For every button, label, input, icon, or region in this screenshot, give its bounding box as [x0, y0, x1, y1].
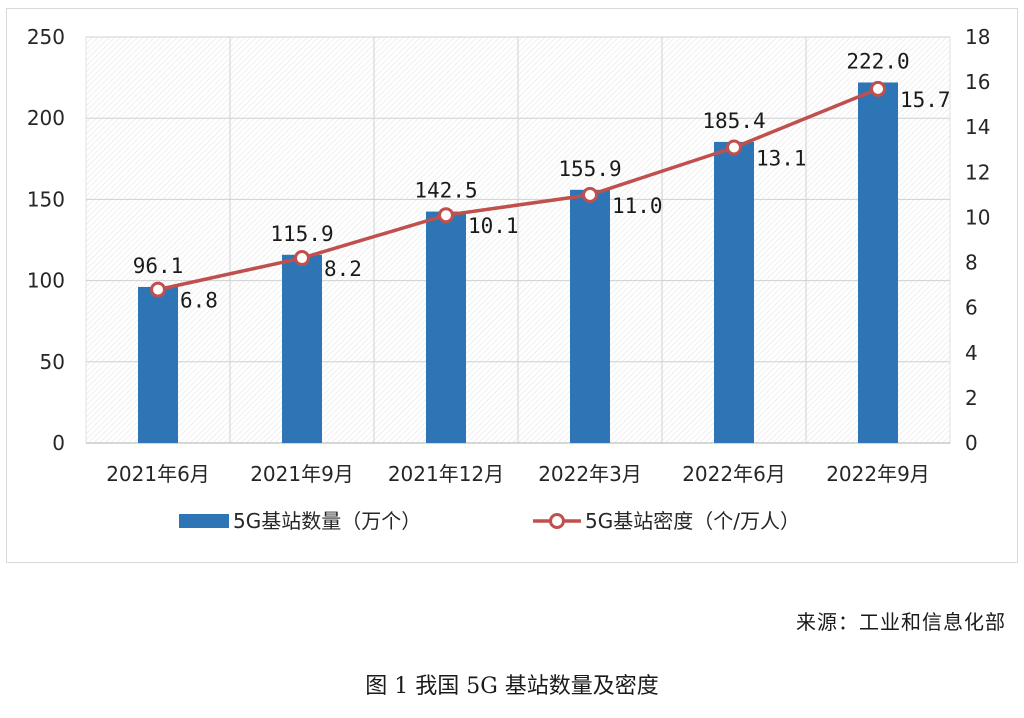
right-axis-tick-label: 0 [965, 431, 978, 455]
figure-caption: 图 1 我国 5G 基站数量及密度 [365, 674, 659, 699]
line-point [870, 80, 886, 97]
x-axis-category-label: 2022年6月 [682, 462, 786, 486]
line-point [294, 250, 310, 267]
bar-series [138, 82, 898, 444]
bar-value-label: 222.0 [846, 49, 909, 73]
line-value-label: 13.1 [756, 147, 807, 171]
left-axis-tick-label: 0 [52, 431, 65, 455]
line-value-label: 10.1 [468, 214, 519, 238]
bar-value-label: 96.1 [133, 254, 184, 278]
bar [858, 82, 898, 444]
legend-bar-swatch [179, 514, 229, 528]
source-note: 来源：工业和信息化部 [796, 610, 1006, 634]
line-point [582, 186, 598, 203]
bar-value-label: 155.9 [558, 157, 621, 181]
right-axis-tick-label: 16 [965, 70, 990, 94]
right-axis-tick-label: 12 [965, 160, 990, 184]
density-line [157, 87, 879, 292]
bar-value-label: 185.4 [702, 109, 765, 133]
chart-svg: 0 50 100 150 200 250 0 2 4 6 8 10 12 14 16 18 96.1 115.… [27, 25, 991, 533]
legend: 5G基站数量（万个） 5G基站密度（个/万人） [179, 509, 800, 533]
x-axis-category-label: 2021年9月 [250, 462, 354, 486]
legend-bar-label: 5G基站数量（万个） [233, 509, 421, 533]
line-point [726, 139, 742, 156]
bar [282, 254, 322, 443]
bar [570, 189, 610, 443]
legend-line-marker [549, 513, 565, 529]
x-axis-category-label: 2021年12月 [388, 462, 504, 486]
right-axis-tick-label: 8 [965, 251, 978, 275]
right-axis-tick-label: 10 [965, 205, 990, 229]
right-axis-tick-label: 4 [965, 341, 978, 365]
left-axis-tick-label: 150 [27, 187, 65, 211]
bar [714, 141, 754, 443]
chart-frame: 0 50 100 150 200 250 0 2 4 6 8 10 12 14 16 18 96.1 115.… [6, 8, 1018, 563]
x-axis-category-label: 2022年3月 [538, 462, 642, 486]
line-value-label: 15.7 [900, 88, 951, 112]
bar [138, 286, 178, 443]
line-point [438, 207, 454, 224]
x-axis-category-label: 2022年9月 [826, 462, 930, 486]
bar [426, 211, 466, 443]
right-axis-tick-label: 18 [965, 25, 990, 49]
line-point [150, 281, 166, 298]
x-axis-categories: 2021年6月 2021年9月 2021年12月 2022年3月 2022年6月 2022… [106, 462, 930, 486]
x-axis-category-label: 2021年6月 [106, 462, 210, 486]
left-axis-tick-label: 250 [27, 25, 65, 49]
bar-value-label: 115.9 [270, 222, 333, 246]
legend-line-label: 5G基站密度（个/万人） [585, 509, 800, 533]
left-axis-tick-label: 50 [40, 350, 65, 374]
right-axis-tick-label: 6 [965, 296, 978, 320]
bar-value-label: 142.5 [414, 179, 477, 203]
line-value-label: 8.2 [324, 257, 362, 281]
left-axis-ticks: 0 50 100 150 200 250 [27, 25, 65, 455]
left-axis-tick-label: 100 [27, 269, 65, 293]
line-series [150, 80, 886, 298]
right-axis-tick-label: 14 [965, 115, 990, 139]
line-value-label: 6.8 [180, 289, 218, 313]
right-axis-ticks: 0 2 4 6 8 10 12 14 16 18 [965, 25, 990, 455]
line-value-label: 11.0 [612, 194, 663, 218]
left-axis-tick-label: 200 [27, 106, 65, 130]
data-labels: 96.1 115.9 142.5 155.9 185.4 222.0 6.8 8.2 10.1 1… [133, 49, 951, 312]
grid-lines [86, 36, 950, 444]
right-axis-tick-label: 2 [965, 386, 978, 410]
